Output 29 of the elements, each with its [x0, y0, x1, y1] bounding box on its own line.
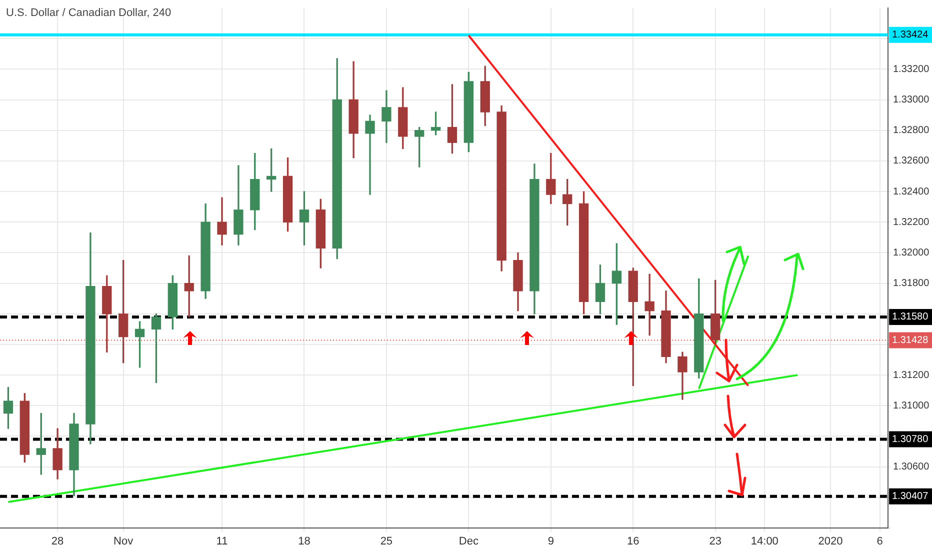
x-tick-label: 14:00 [750, 536, 778, 548]
y-tick-label: 1.32200 [893, 216, 930, 228]
ref-line-label: 1.31428 [892, 334, 929, 346]
y-tick-label: 1.31200 [893, 370, 930, 381]
x-tick-label: 23 [709, 536, 722, 548]
x-tick-label: Nov [114, 536, 134, 548]
x-tick-label: Dec [458, 536, 479, 548]
y-tick-label: 1.32800 [893, 125, 930, 136]
y-tick-label: 1.33000 [893, 94, 930, 106]
ref-line-label: 1.30407 [892, 491, 929, 502]
ref-line-label: 1.31580 [892, 312, 929, 323]
y-tick-label: 1.32600 [893, 156, 930, 167]
x-tick-label: 16 [626, 536, 640, 548]
y-tick-label: 1.30600 [893, 462, 930, 473]
x-tick-label: 25 [380, 536, 393, 548]
x-tick-label: 28 [51, 536, 64, 548]
chart-title: U.S. Dollar / Canadian Dollar, 240 [6, 7, 172, 20]
y-tick-label: 1.32400 [893, 186, 930, 198]
x-tick-label: 11 [216, 536, 228, 548]
x-tick-label: 18 [298, 536, 310, 548]
x-tick-label: 2020 [818, 536, 843, 548]
ref-line-label: 1.30780 [892, 434, 929, 446]
x-tick-label: 9 [548, 536, 554, 548]
x-tick-label: 6 [876, 536, 883, 548]
y-tick-label: 1.31000 [893, 400, 930, 412]
y-tick-label: 1.31800 [893, 278, 930, 290]
ref-line-label: 1.33424 [892, 30, 929, 41]
y-tick-label: 1.33200 [893, 64, 930, 75]
y-tick-label: 1.32000 [893, 247, 930, 258]
